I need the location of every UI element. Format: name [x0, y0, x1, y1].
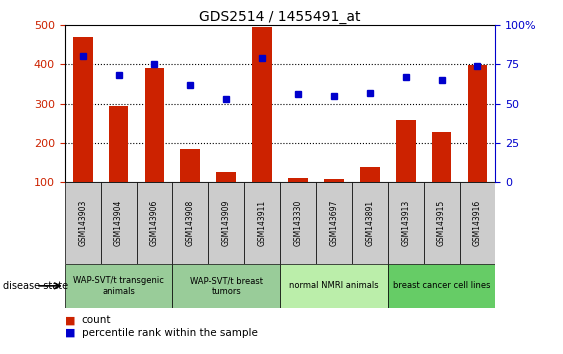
- Bar: [468, 65, 488, 182]
- Bar: [352, 182, 388, 264]
- Bar: [324, 179, 344, 182]
- Bar: [252, 27, 272, 182]
- Text: GSM143911: GSM143911: [258, 200, 267, 246]
- Text: count: count: [82, 315, 111, 325]
- Bar: [388, 182, 424, 264]
- Bar: [172, 182, 208, 264]
- Text: GSM143913: GSM143913: [401, 200, 410, 246]
- Text: GSM143909: GSM143909: [222, 200, 231, 246]
- Bar: [145, 68, 164, 182]
- Bar: [73, 36, 92, 182]
- Bar: [101, 182, 137, 264]
- Text: GSM143697: GSM143697: [329, 200, 338, 246]
- Text: GSM143916: GSM143916: [473, 200, 482, 246]
- Bar: [216, 172, 236, 182]
- Text: breast cancer cell lines: breast cancer cell lines: [393, 281, 490, 290]
- Text: GSM143330: GSM143330: [293, 200, 302, 246]
- Bar: [65, 182, 101, 264]
- Text: GSM143891: GSM143891: [365, 200, 374, 246]
- Text: WAP-SVT/t transgenic
animals: WAP-SVT/t transgenic animals: [73, 276, 164, 296]
- Text: GSM143908: GSM143908: [186, 200, 195, 246]
- Title: GDS2514 / 1455491_at: GDS2514 / 1455491_at: [199, 10, 361, 24]
- Text: GSM143903: GSM143903: [78, 200, 87, 246]
- Bar: [432, 132, 452, 182]
- Bar: [109, 105, 128, 182]
- Bar: [280, 182, 316, 264]
- Text: disease state: disease state: [3, 281, 68, 291]
- Bar: [137, 182, 172, 264]
- Text: GSM143915: GSM143915: [437, 200, 446, 246]
- Bar: [316, 182, 352, 264]
- Bar: [396, 120, 415, 182]
- Bar: [288, 178, 308, 182]
- Bar: [388, 264, 495, 308]
- Text: WAP-SVT/t breast
tumors: WAP-SVT/t breast tumors: [190, 276, 263, 296]
- Bar: [181, 149, 200, 182]
- Text: normal NMRI animals: normal NMRI animals: [289, 281, 379, 290]
- Bar: [280, 264, 388, 308]
- Bar: [424, 182, 459, 264]
- Bar: [172, 264, 280, 308]
- Text: percentile rank within the sample: percentile rank within the sample: [82, 328, 257, 338]
- Text: ■: ■: [65, 315, 75, 325]
- Bar: [208, 182, 244, 264]
- Text: ■: ■: [65, 328, 75, 338]
- Bar: [360, 166, 379, 182]
- Bar: [65, 264, 172, 308]
- Text: GSM143906: GSM143906: [150, 200, 159, 246]
- Text: GSM143904: GSM143904: [114, 200, 123, 246]
- Bar: [459, 182, 495, 264]
- Bar: [244, 182, 280, 264]
